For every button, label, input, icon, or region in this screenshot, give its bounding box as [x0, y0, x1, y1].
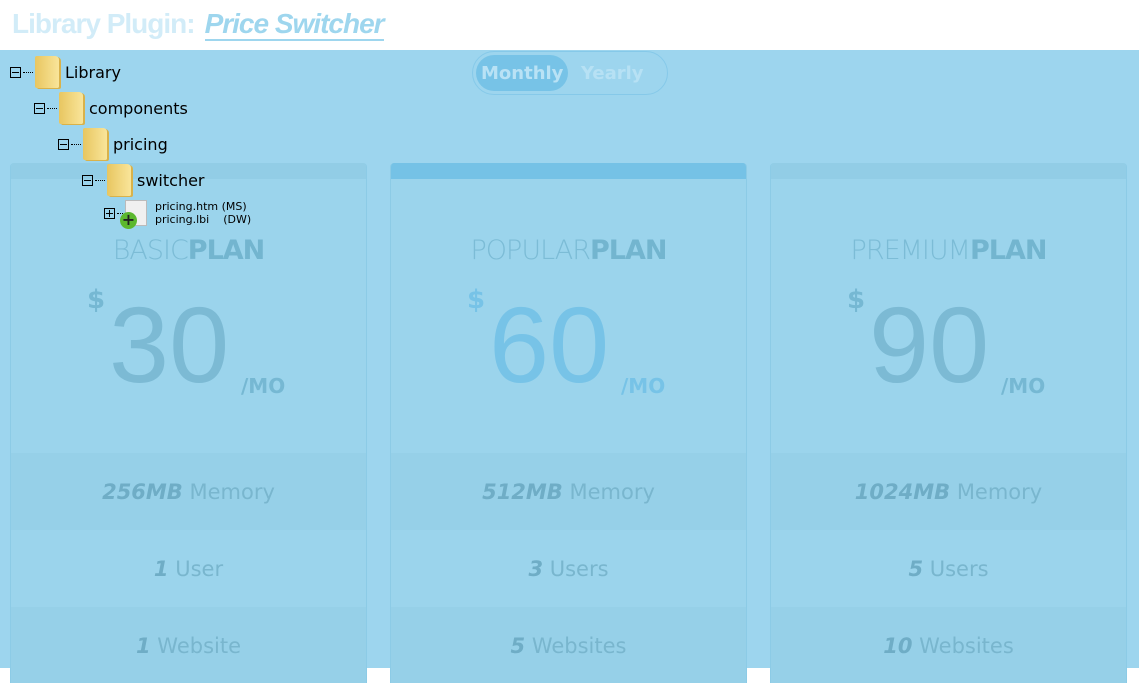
plan-card-basic: BASICPLAN $ 30 /MO 256MB Memory 1 User 1… [10, 163, 367, 683]
pricing-stage: Monthly Yearly BASICPLAN $ 30 /MO 256MB … [0, 50, 1139, 683]
tree-node-components[interactable]: components [34, 92, 188, 124]
feature-websites: 10 Websites [771, 607, 1126, 683]
plan-card-premium: PREMIUMPLAN $ 90 /MO 1024MB Memory 5 Use… [770, 163, 1127, 683]
tree-node-file[interactable]: + pricing.htm (MS) pricing.lbi (DW) [104, 200, 252, 229]
feature-users: 1 User [153, 557, 224, 581]
file-name-htm: pricing.htm (MS) [155, 200, 247, 213]
feature-users: 3 Users [528, 557, 609, 581]
node-label: pricing [113, 134, 168, 154]
title-bar: Library Plugin: Price Switcher [0, 0, 1139, 50]
node-label: switcher [137, 170, 205, 190]
title-prefix: Library Plugin: [12, 8, 196, 39]
folder-open-icon [107, 164, 131, 196]
folder-icon [83, 128, 107, 160]
feature-users: 5 Users [908, 557, 989, 581]
feature-memory: 512MB Memory [391, 453, 746, 530]
billing-toggle[interactable]: Monthly Yearly [472, 51, 668, 95]
period: /MO [241, 374, 286, 398]
card-header-band [391, 163, 746, 179]
collapse-icon[interactable] [10, 66, 21, 78]
plan-card-popular: POPULARPLAN $ 60 /MO 512MB Memory 3 User… [390, 163, 747, 683]
card-header-band [771, 163, 1126, 179]
price: 30 [109, 284, 230, 405]
price: 90 [869, 284, 990, 405]
currency: $ [467, 285, 486, 315]
folder-icon [35, 56, 59, 88]
tree-node-library[interactable]: Library [10, 56, 121, 88]
plan-title: BASICPLAN [112, 235, 266, 266]
tree-node-switcher[interactable]: switcher [82, 164, 205, 196]
folder-icon [59, 92, 83, 124]
node-label: Library [65, 62, 121, 82]
period: /MO [621, 374, 666, 398]
file-name-lbi: pricing.lbi (DW) [155, 213, 252, 226]
expand-icon[interactable] [104, 207, 115, 219]
period: /MO [1001, 374, 1046, 398]
collapse-icon[interactable] [58, 138, 69, 150]
currency: $ [87, 285, 106, 315]
feature-websites: 1 Website [11, 607, 366, 683]
price: 60 [489, 284, 610, 405]
collapse-icon[interactable] [82, 174, 93, 186]
toggle-monthly[interactable]: Monthly [481, 63, 564, 84]
card-header-band [11, 163, 366, 179]
collapse-icon[interactable] [34, 102, 45, 114]
plan-title: PREMIUMPLAN [850, 235, 1048, 266]
currency: $ [847, 285, 866, 315]
plan-title: POPULARPLAN [470, 235, 668, 266]
feature-memory: 256MB Memory [11, 453, 366, 530]
toggle-yearly[interactable]: Yearly [581, 63, 644, 84]
toggle-active-pill [476, 55, 568, 91]
node-label: components [89, 98, 188, 118]
title-link[interactable]: Price Switcher [204, 8, 385, 41]
feature-memory: 1024MB Memory [771, 453, 1126, 530]
tree-node-pricing[interactable]: pricing [58, 128, 168, 160]
feature-websites: 5 Websites [391, 607, 746, 683]
file-add-icon: + [120, 200, 147, 229]
